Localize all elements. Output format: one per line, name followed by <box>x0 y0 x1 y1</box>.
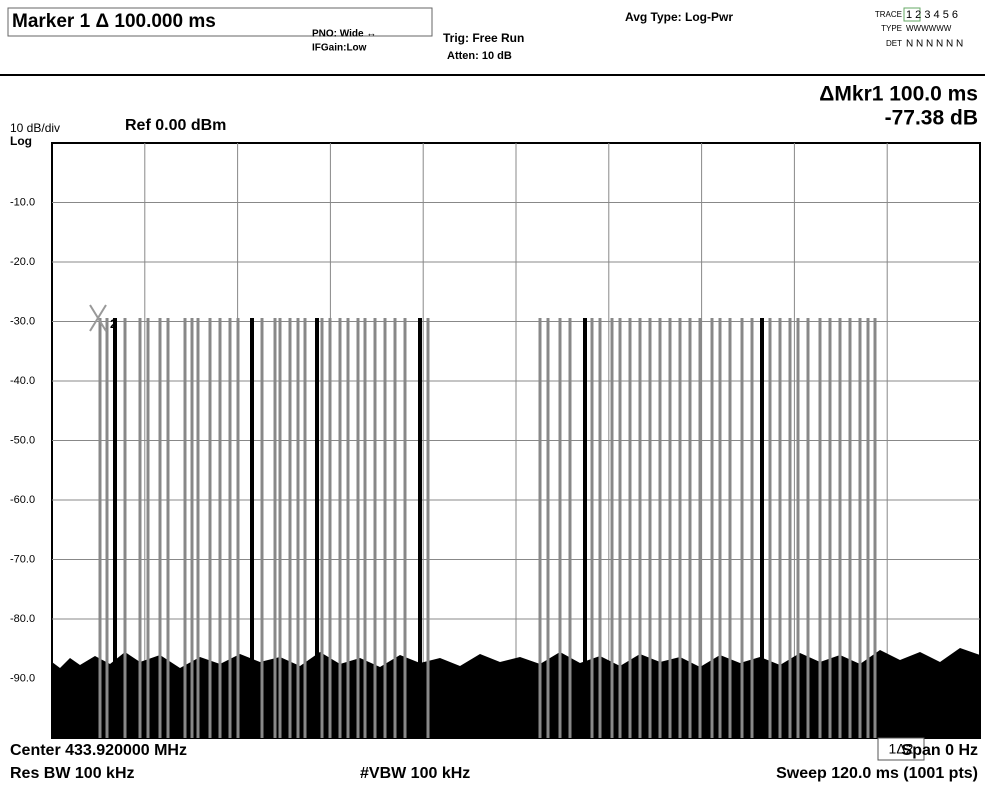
marker-2: 2 <box>110 317 117 331</box>
trace-label: TRACE <box>875 10 902 19</box>
y-tick-label: -30.0 <box>10 315 35 327</box>
noise-floor <box>52 648 980 738</box>
trig: Trig: Free Run <box>443 31 524 45</box>
trace-1-box <box>903 7 921 22</box>
delta-marker: ΔMkr1 100.0 ms <box>819 83 978 106</box>
y-tick-label: -70.0 <box>10 553 35 565</box>
type-label: TYPE <box>881 24 902 33</box>
span: Span 0 Hz <box>902 742 978 759</box>
trace-nums: 1 2 3 4 5 6 <box>906 9 958 21</box>
y-tick-label: -10.0 <box>10 196 35 208</box>
y-tick-label: -20.0 <box>10 256 35 268</box>
vbw: #VBW 100 kHz <box>360 765 470 782</box>
y-tick-label: -40.0 <box>10 375 35 387</box>
y-tick-label: -60.0 <box>10 494 35 506</box>
det-vals: N N N N N N <box>906 39 963 50</box>
ifgain: IFGain:Low <box>312 43 367 54</box>
marker-x <box>89 304 107 332</box>
delta-value: -77.38 dB <box>885 107 978 130</box>
log-label: Log <box>10 134 32 148</box>
res-bw: Res BW 100 kHz <box>10 765 135 782</box>
y-tick-label: -50.0 <box>10 434 35 446</box>
y-tick-label: -80.0 <box>10 613 35 625</box>
type-vals: WWWWWW <box>906 24 952 33</box>
y-tick-label: -90.0 <box>10 672 35 684</box>
delta-box-label: 1Δ2 <box>889 741 914 757</box>
per-div: 10 dB/div <box>10 121 60 135</box>
pulse-train <box>98 318 877 738</box>
sweep: Sweep 120.0 ms (1001 pts) <box>776 765 978 782</box>
det-label: DET <box>886 39 902 48</box>
pno: PNO: Wide ↔ <box>312 29 376 40</box>
marker-box <box>7 7 433 37</box>
delta-box <box>877 737 925 761</box>
marker-title: Marker 1 Δ 100.000 ms <box>12 11 216 32</box>
atten: Atten: 10 dB <box>447 50 512 62</box>
ref-level: Ref 0.00 dBm <box>125 117 226 134</box>
center-freq: Center 433.920000 MHz <box>10 742 187 759</box>
avg-type: Avg Type: Log-Pwr <box>625 10 733 24</box>
